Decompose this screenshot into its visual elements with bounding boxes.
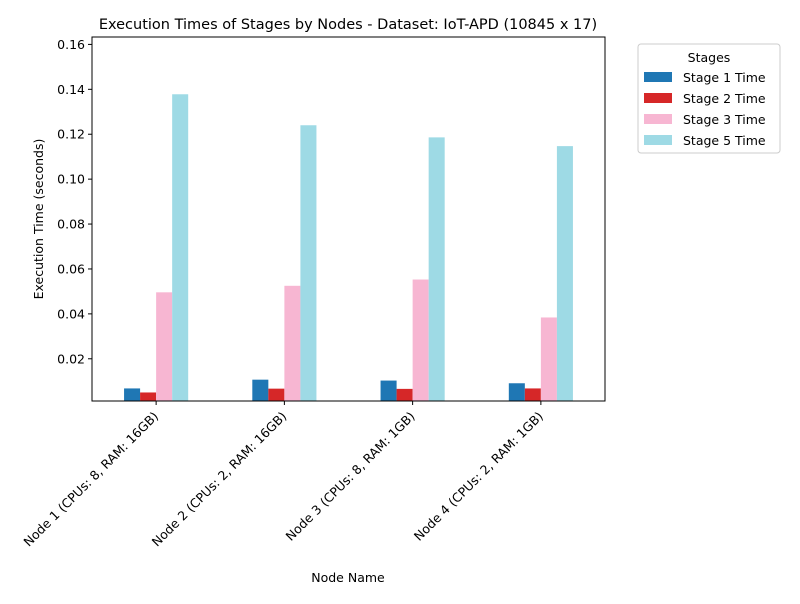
axes-frame [91, 36, 606, 402]
y-tick-label: 0.06 [57, 261, 85, 276]
legend-label-stage-5-time: Stage 5 Time [683, 133, 766, 148]
x-axis-label: Node Name [311, 570, 385, 585]
legend-label-stage-3-time: Stage 3 Time [683, 112, 766, 127]
bar-stage-5-time-node-1 [172, 94, 189, 401]
bar-stage-1-time-node-1 [124, 388, 141, 401]
y-tick-label: 0.14 [57, 82, 85, 97]
legend-swatch-stage-2-time [644, 93, 672, 103]
x-tick-label: Node 2 (CPUs: 2, RAM: 16GB) [149, 409, 290, 550]
bar-stage-1-time-node-2 [252, 379, 269, 401]
bar-stage-2-time-node-3 [396, 388, 413, 401]
bar-stage-3-time-node-1 [156, 292, 173, 401]
bar-stage-5-time-node-4 [556, 146, 573, 401]
legend-box [637, 43, 781, 154]
legend-swatch-stage-1-time [644, 72, 672, 82]
x-tick-label: Node 4 (CPUs: 2, RAM: 1GB) [411, 409, 546, 544]
bar-stage-3-time-node-3 [412, 279, 429, 401]
bar-stage-2-time-node-4 [524, 388, 541, 401]
y-tick-label: 0.16 [57, 37, 85, 52]
legend-swatch-stage-5-time [644, 135, 672, 145]
plot-area: 0.02 0.04 0.06 0.08 0.10 0.12 0.14 0.16 Node 1 (… [20, 36, 606, 550]
bar-stage-2-time-node-1 [140, 392, 157, 401]
legend-label-stage-2-time: Stage 2 Time [683, 91, 766, 106]
y-tick-label: 0.04 [57, 306, 85, 321]
bar-stage-1-time-node-3 [380, 380, 397, 401]
bar-stage-2-time-node-2 [268, 388, 285, 401]
x-tick-label: Node 3 (CPUs: 8, RAM: 1GB) [283, 409, 418, 544]
legend-swatch-stage-3-time [644, 114, 672, 124]
bar-stage-5-time-node-3 [428, 137, 445, 402]
bar-stage-3-time-node-2 [284, 285, 301, 401]
bar-stage-3-time-node-4 [540, 317, 557, 401]
bar-stage-5-time-node-2 [300, 125, 317, 401]
y-axis-label: Execution Time (seconds) [31, 139, 46, 300]
chart-title: Execution Times of Stages by Nodes - Dat… [99, 17, 597, 33]
y-tick-label: 0.08 [57, 217, 85, 232]
x-tick-label: Node 1 (CPUs: 8, RAM: 16GB) [20, 409, 161, 550]
legend: Stages Stage 1 Time Stage 2 Time Stage 3 Ti… [637, 43, 781, 154]
bar-stage-1-time-node-4 [508, 383, 525, 401]
legend-label-stage-1-time: Stage 1 Time [683, 70, 766, 85]
y-tick-label: 0.10 [57, 172, 85, 187]
y-tick-label: 0.12 [57, 127, 85, 142]
legend-title: Stages [688, 50, 731, 65]
y-tick-label: 0.02 [57, 351, 85, 366]
